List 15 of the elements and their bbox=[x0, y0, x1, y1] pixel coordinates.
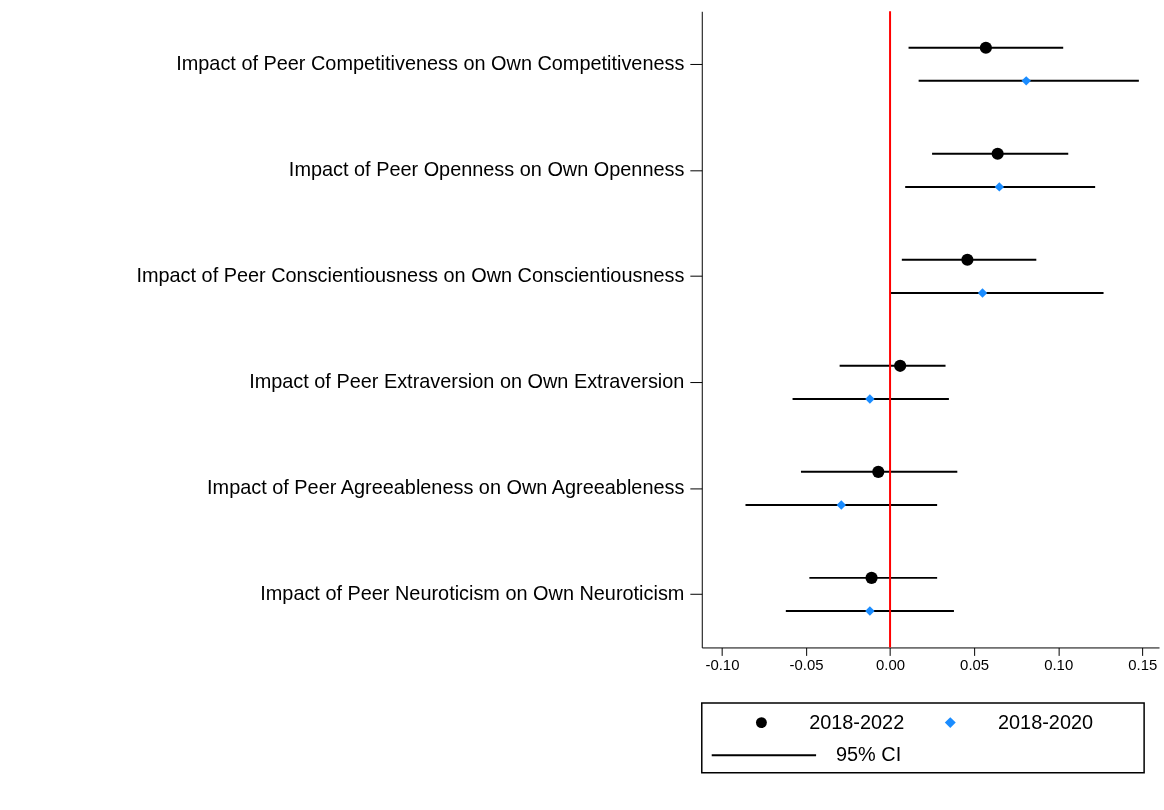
x-tick-label: 0.00 bbox=[876, 656, 906, 673]
y-tick-label: Impact of Peer Agreeableness on Own Agreeableness bbox=[207, 476, 685, 499]
legend-label: 2018-2022 bbox=[809, 710, 905, 733]
x-tick-label: 0.05 bbox=[960, 656, 990, 673]
x-tick-label: -0.05 bbox=[789, 656, 824, 673]
x-tick-label: -0.10 bbox=[705, 656, 740, 673]
legend-label: 2018-2020 bbox=[998, 710, 1094, 733]
y-tick-label: Impact of Peer Extraversion on Own Extraversion bbox=[249, 370, 685, 393]
x-tick-label: 0.10 bbox=[1044, 656, 1074, 673]
y-tick-label: Impact of Peer Openness on Own Openness bbox=[288, 158, 685, 181]
y-tick-label: Impact of Peer Conscientiousness on Own Conscientiousness bbox=[136, 264, 685, 287]
text: 95% CI bbox=[835, 743, 902, 766]
x-tick-label: 0.15 bbox=[1128, 656, 1158, 673]
y-tick-label: Impact of Peer Competitiveness on Own Competitiveness bbox=[176, 52, 685, 75]
y-tick-label: Impact of Peer Neuroticism on Own Neuroticism bbox=[260, 582, 685, 605]
